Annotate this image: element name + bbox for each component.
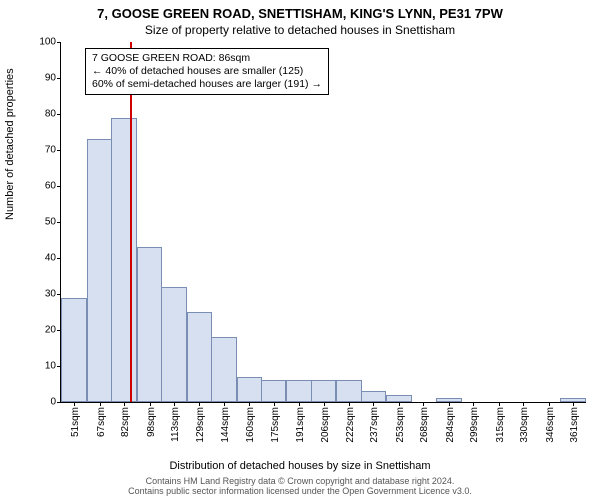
histogram-bar: [361, 391, 387, 402]
x-axis-label: Distribution of detached houses by size …: [0, 460, 600, 472]
histogram-bar: [237, 377, 263, 402]
y-tick-mark: [57, 294, 61, 295]
histogram-bar: [286, 380, 312, 402]
x-tick-label: 315sqm: [495, 407, 506, 443]
x-tick-label: 330sqm: [519, 407, 530, 443]
x-tick-label: 237sqm: [369, 407, 380, 443]
y-tick-mark: [57, 222, 61, 223]
y-tick-mark: [57, 258, 61, 259]
plot-area: 51sqm67sqm82sqm98sqm113sqm129sqm144sqm16…: [60, 42, 585, 402]
x-tick-mark: [124, 402, 125, 406]
histogram-bar: [261, 380, 287, 402]
y-tick-mark: [57, 42, 61, 43]
annotation-line3: 60% of semi-detached houses are larger (…: [92, 78, 322, 91]
footnote-line2: Contains public sector information licen…: [128, 486, 472, 496]
x-tick-label: 299sqm: [469, 407, 480, 443]
y-tick-label: 90: [28, 73, 56, 84]
x-tick-mark: [249, 402, 250, 406]
chart-title-main: 7, GOOSE GREEN ROAD, SNETTISHAM, KING'S …: [0, 6, 600, 21]
x-tick-label: 113sqm: [170, 407, 181, 442]
x-tick-mark: [349, 402, 350, 406]
y-tick-label: 60: [28, 181, 56, 192]
plot-inner: 51sqm67sqm82sqm98sqm113sqm129sqm144sqm16…: [60, 42, 586, 403]
annotation-line2: ← 40% of detached houses are smaller (12…: [92, 65, 322, 78]
y-tick-label: 10: [28, 361, 56, 372]
x-tick-mark: [423, 402, 424, 406]
histogram-bar: [87, 139, 113, 402]
x-tick-label: 191sqm: [295, 407, 306, 443]
x-tick-label: 160sqm: [245, 407, 256, 443]
histogram-bar: [386, 395, 412, 402]
histogram-bar: [187, 312, 213, 402]
annotation-line1: 7 GOOSE GREEN ROAD: 86sqm: [92, 52, 322, 65]
x-tick-mark: [174, 402, 175, 406]
x-tick-mark: [224, 402, 225, 406]
histogram-bar: [311, 380, 337, 402]
x-tick-label: 284sqm: [445, 407, 456, 443]
x-tick-mark: [74, 402, 75, 406]
y-tick-label: 50: [28, 217, 56, 228]
x-tick-mark: [199, 402, 200, 406]
chart-title-sub: Size of property relative to detached ho…: [0, 23, 600, 37]
histogram-bar: [336, 380, 362, 402]
x-tick-label: 222sqm: [345, 407, 356, 443]
x-tick-mark: [573, 402, 574, 406]
x-tick-mark: [473, 402, 474, 406]
histogram-bar: [111, 118, 137, 402]
y-tick-mark: [57, 150, 61, 151]
y-axis-label: Number of detached properties: [4, 68, 16, 220]
x-tick-label: 144sqm: [220, 407, 231, 443]
x-tick-mark: [324, 402, 325, 406]
x-tick-mark: [299, 402, 300, 406]
x-tick-label: 175sqm: [270, 407, 281, 443]
x-tick-mark: [399, 402, 400, 406]
y-tick-label: 40: [28, 253, 56, 264]
y-tick-label: 100: [28, 37, 56, 48]
histogram-bar: [211, 337, 237, 402]
x-tick-label: 51sqm: [70, 407, 81, 437]
x-tick-mark: [274, 402, 275, 406]
x-tick-mark: [523, 402, 524, 406]
y-tick-label: 80: [28, 109, 56, 120]
y-tick-mark: [57, 114, 61, 115]
x-tick-mark: [449, 402, 450, 406]
x-tick-mark: [549, 402, 550, 406]
footnote-line1: Contains HM Land Registry data © Crown c…: [146, 476, 455, 486]
x-tick-label: 67sqm: [96, 407, 107, 437]
y-tick-label: 70: [28, 145, 56, 156]
x-tick-label: 346sqm: [545, 407, 556, 443]
x-tick-mark: [373, 402, 374, 406]
x-tick-label: 98sqm: [146, 407, 157, 437]
x-tick-label: 82sqm: [120, 407, 131, 437]
footnote: Contains HM Land Registry data © Crown c…: [0, 477, 600, 497]
y-tick-mark: [57, 402, 61, 403]
histogram-bar: [61, 298, 87, 402]
x-tick-label: 206sqm: [320, 407, 331, 443]
reference-line: [130, 42, 132, 402]
y-tick-label: 0: [28, 397, 56, 408]
x-tick-mark: [150, 402, 151, 406]
x-tick-label: 129sqm: [195, 407, 206, 443]
y-tick-mark: [57, 78, 61, 79]
x-tick-label: 253sqm: [395, 407, 406, 443]
histogram-bar: [137, 247, 163, 402]
x-tick-mark: [100, 402, 101, 406]
annotation-box: 7 GOOSE GREEN ROAD: 86sqm← 40% of detach…: [85, 48, 329, 95]
y-tick-label: 30: [28, 289, 56, 300]
x-tick-label: 361sqm: [569, 407, 580, 443]
x-tick-label: 268sqm: [419, 407, 430, 443]
x-tick-mark: [499, 402, 500, 406]
histogram-bar: [161, 287, 187, 402]
y-tick-mark: [57, 186, 61, 187]
y-tick-label: 20: [28, 325, 56, 336]
